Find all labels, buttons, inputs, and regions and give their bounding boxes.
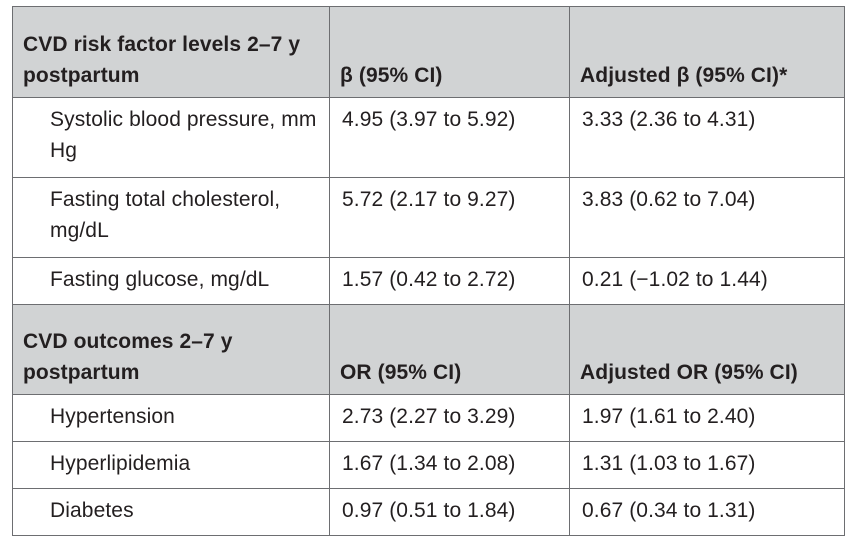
table-row: Fasting total cholesterol, mg/dL 5.72 (2… xyxy=(12,177,845,258)
header-outcome-label: CVD outcomes 2–7 y postpartum xyxy=(12,304,330,395)
row-value: 4.95 (3.97 to 5.92) xyxy=(329,97,570,178)
row-value: 1.57 (0.42 to 2.72) xyxy=(329,257,570,305)
row-label: Systolic blood pressure, mm Hg xyxy=(12,97,330,178)
table-row: Fasting glucose, mg/dL 1.57 (0.42 to 2.7… xyxy=(12,257,845,305)
table-row: Hypertension 2.73 (2.27 to 3.29) 1.97 (1… xyxy=(12,394,845,442)
row-label: Fasting glucose, mg/dL xyxy=(12,257,330,305)
results-table: CVD risk factor levels 2–7 y postpartum … xyxy=(12,6,845,536)
row-value: 5.72 (2.17 to 9.27) xyxy=(329,177,570,258)
header-adjusted-or: Adjusted OR (95% CI) xyxy=(569,304,845,395)
row-adjusted-value: 0.67 (0.34 to 1.31) xyxy=(569,488,845,536)
row-value: 2.73 (2.27 to 3.29) xyxy=(329,394,570,442)
row-adjusted-value: 3.33 (2.36 to 4.31) xyxy=(569,97,845,178)
header-or: OR (95% CI) xyxy=(329,304,570,395)
row-label: Hypertension xyxy=(12,394,330,442)
header-risk-factor-label: CVD risk factor levels 2–7 y postpartum xyxy=(12,6,330,98)
row-label: Hyperlipidemia xyxy=(12,441,330,489)
row-adjusted-value: 1.97 (1.61 to 2.40) xyxy=(569,394,845,442)
header-adjusted-beta: Adjusted β (95% CI)* xyxy=(569,6,845,98)
header-beta: β (95% CI) xyxy=(329,6,570,98)
row-value: 1.67 (1.34 to 2.08) xyxy=(329,441,570,489)
table-row: Hyperlipidemia 1.67 (1.34 to 2.08) 1.31 … xyxy=(12,441,845,489)
table-row: Diabetes 0.97 (0.51 to 1.84) 0.67 (0.34 … xyxy=(12,488,845,536)
row-adjusted-value: 3.83 (0.62 to 7.04) xyxy=(569,177,845,258)
row-label: Fasting total cholesterol, mg/dL xyxy=(12,177,330,258)
table-row: Systolic blood pressure, mm Hg 4.95 (3.9… xyxy=(12,97,845,178)
row-adjusted-value: 1.31 (1.03 to 1.67) xyxy=(569,441,845,489)
row-value: 0.97 (0.51 to 1.84) xyxy=(329,488,570,536)
row-label: Diabetes xyxy=(12,488,330,536)
row-adjusted-value: 0.21 (−1.02 to 1.44) xyxy=(569,257,845,305)
section-header-risk-factors: CVD risk factor levels 2–7 y postpartum … xyxy=(12,6,845,98)
section-header-outcomes: CVD outcomes 2–7 y postpartum OR (95% CI… xyxy=(12,304,845,395)
